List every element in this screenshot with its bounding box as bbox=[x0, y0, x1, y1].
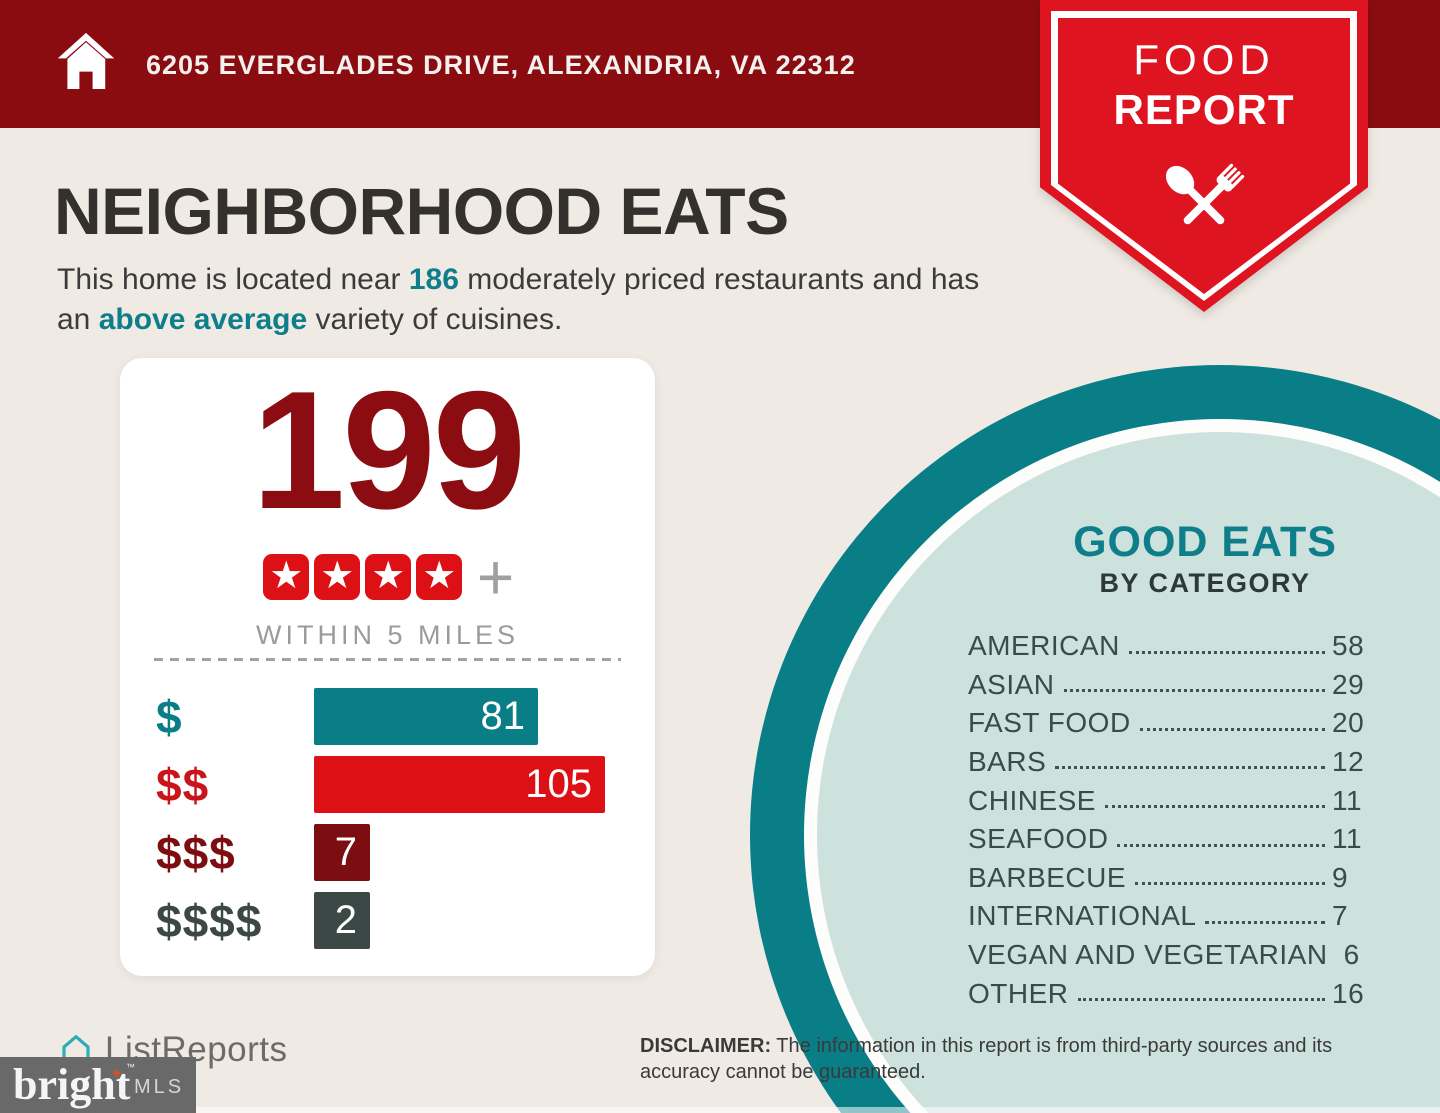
good-eats-list: AMERICAN 58 ASIAN 29 FAST FOOD 20 BARS 12 CHINES… bbox=[968, 622, 1378, 1008]
badge-title-line1: FOOD bbox=[1133, 36, 1275, 83]
category-count: 11 bbox=[1332, 823, 1363, 855]
category-count: 6 bbox=[1343, 938, 1360, 970]
category-count: 7 bbox=[1332, 900, 1349, 932]
property-address: 6205 EVERGLADES DRIVE, ALEXANDRIA, VA 22… bbox=[146, 50, 856, 80]
star-icon: ★ bbox=[365, 554, 412, 600]
bar: 81 bbox=[314, 688, 538, 745]
category-label: OTHER bbox=[968, 977, 1069, 1009]
dotted-leader bbox=[1104, 804, 1325, 808]
intro-text: This home is located near bbox=[57, 263, 409, 296]
category-count: 20 bbox=[1332, 707, 1365, 739]
category-label: FAST FOOD bbox=[968, 707, 1131, 739]
restaurant-summary-card: 199 ★ ★ ★ ★ + WITHIN 5 MILES $81 $$ 105 $$$ 7 $$$… bbox=[120, 358, 655, 976]
stars-row: ★ ★ ★ ★ + bbox=[120, 541, 655, 613]
good-eats-title: GOOD EATS bbox=[1073, 518, 1337, 566]
category-row: SEAFOOD 11 bbox=[968, 815, 1378, 854]
category-label: AMERICAN bbox=[968, 630, 1120, 662]
dotted-leader bbox=[1128, 650, 1325, 654]
category-count: 58 bbox=[1332, 630, 1365, 662]
disclaimer-label: DISCLAIMER: bbox=[640, 1035, 772, 1057]
bright-mls-watermark: bright ✦ ™ MLS bbox=[0, 1057, 196, 1113]
good-eats-subtitle: BY CATEGORY bbox=[1099, 568, 1311, 598]
page-title: NEIGHBORHOOD EATS bbox=[54, 174, 789, 248]
dotted-leader bbox=[1139, 727, 1325, 731]
category-label: INTERNATIONAL bbox=[968, 900, 1197, 932]
price-bar-row: $$$ 7 bbox=[120, 824, 655, 881]
bar: 105 bbox=[314, 756, 605, 813]
category-count: 12 bbox=[1332, 745, 1365, 777]
price-tier-label: $$ bbox=[156, 758, 210, 811]
dotted-leader bbox=[1055, 766, 1325, 770]
dotted-leader bbox=[1077, 997, 1325, 1001]
category-row: FAST FOOD 20 bbox=[968, 699, 1378, 738]
star-icon: ★ bbox=[263, 554, 310, 600]
price-bar-row: $$ 105 bbox=[120, 756, 655, 813]
star-icon: ★ bbox=[314, 554, 361, 600]
price-tier-label: $$$$ bbox=[156, 894, 263, 947]
category-label: CHINESE bbox=[968, 784, 1096, 816]
category-label: VEGAN AND VEGETARIAN bbox=[968, 938, 1328, 970]
dotted-leader bbox=[1063, 689, 1325, 693]
category-row: CHINESE 11 bbox=[968, 776, 1378, 815]
badge-title-line2: REPORT bbox=[1113, 86, 1295, 133]
price-tier-label: $$$ bbox=[156, 826, 236, 879]
disclaimer: DISCLAIMER: The information in this repo… bbox=[640, 1033, 1415, 1085]
category-row: INTERNATIONAL 7 bbox=[968, 892, 1378, 931]
dashed-divider bbox=[154, 658, 621, 661]
category-count: 16 bbox=[1332, 977, 1365, 1009]
bright-wordmark: bright bbox=[13, 1060, 131, 1109]
home-icon bbox=[57, 32, 115, 89]
category-count: 11 bbox=[1332, 784, 1363, 816]
bottom-strip bbox=[0, 1107, 1440, 1113]
dotted-leader bbox=[1205, 920, 1325, 924]
intro-text: moderately priced restaurants and has an bbox=[57, 263, 980, 336]
plus-sign: + bbox=[476, 541, 515, 613]
restaurant-count: 186 bbox=[408, 263, 459, 296]
price-tier-label: $ bbox=[156, 690, 183, 743]
price-bar-row: $81 bbox=[120, 688, 655, 745]
disclaimer-text: The information in this report is from t… bbox=[640, 1035, 1333, 1083]
intro-paragraph: This home is located near 186 moderately… bbox=[57, 260, 1017, 339]
bar-value: 7 bbox=[334, 830, 357, 874]
badge-content: FOOD REPORT bbox=[1040, 0, 1368, 312]
dotted-leader bbox=[1117, 843, 1325, 847]
intro-text: variety of cuisines. bbox=[307, 302, 563, 336]
category-row: BARS 12 bbox=[968, 738, 1378, 777]
category-count: 29 bbox=[1332, 668, 1365, 700]
price-bar-chart: $81 $$ 105 $$$ 7 $$$$ 2 bbox=[120, 688, 655, 960]
bar-value: 81 bbox=[480, 694, 526, 738]
trademark-symbol: ™ bbox=[126, 1062, 135, 1072]
bar: 7 bbox=[314, 824, 370, 881]
category-label: BARS bbox=[968, 745, 1047, 777]
mls-wordmark: MLS bbox=[134, 1076, 185, 1098]
category-row: ASIAN 29 bbox=[968, 661, 1378, 700]
bar-value: 105 bbox=[525, 762, 592, 806]
category-row: VEGAN AND VEGETARIAN 6 bbox=[968, 931, 1378, 970]
bar-value: 2 bbox=[334, 898, 357, 942]
category-count: 9 bbox=[1332, 861, 1349, 893]
bar: 2 bbox=[314, 892, 370, 949]
total-restaurant-count: 199 bbox=[251, 356, 526, 544]
radius-caption: WITHIN 5 MILES bbox=[255, 620, 520, 650]
category-row: BARBECUE 9 bbox=[968, 854, 1378, 893]
bright-spark-icon: ✦ bbox=[110, 1066, 124, 1083]
category-row: AMERICAN 58 bbox=[968, 622, 1378, 661]
crossed-spoon-fork-icon bbox=[1040, 134, 1368, 267]
category-row: OTHER 16 bbox=[968, 969, 1378, 1008]
category-label: SEAFOOD bbox=[968, 823, 1109, 855]
price-bar-row: $$$$ 2 bbox=[120, 892, 655, 949]
variety-highlight: above average bbox=[98, 302, 308, 336]
dotted-leader bbox=[1135, 882, 1325, 886]
star-icon: ★ bbox=[416, 554, 463, 600]
food-report-badge: FOOD REPORT bbox=[1040, 0, 1368, 312]
category-label: BARBECUE bbox=[968, 861, 1127, 893]
category-label: ASIAN bbox=[968, 668, 1055, 700]
